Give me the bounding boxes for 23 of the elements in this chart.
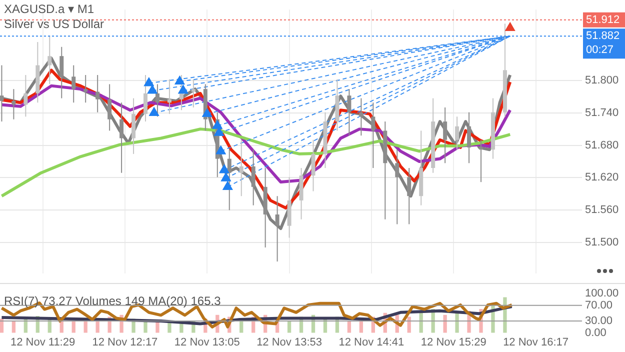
ref-line-label: 51.912 [586,14,620,26]
text: Silver vs US Dollar [4,17,104,32]
y-tick-label: 100.00 [585,288,619,300]
x-tick-label: 12 Nov 12:17 [92,336,158,348]
x-tick-label: 12 Nov 13:05 [174,336,240,348]
x-tick-label: 12 Nov 13:53 [256,336,322,348]
y-tick-label: 51.620 [585,172,619,184]
x-tick-label: 12 Nov 15:29 [420,336,486,348]
y-tick-label: 30.00 [585,315,613,328]
chart-title: RSI(7) 73.27 Volumes 149 MA(20) 165.3 [4,294,221,309]
x-tick-label: 12 Nov 14:41 [338,336,404,348]
y-tick-label: 70.00 [585,299,613,312]
chart-title: XAGUSD.a ▾ M1 [4,2,96,17]
x-tick-label: 12 Nov 16:17 [503,336,568,348]
y-tick-label: 0.00 [585,326,606,339]
y-tick-label: 51.800 [585,74,619,86]
y-tick-label: 51.560 [585,204,619,216]
text: 00:27 [586,44,614,56]
y-tick-label: 51.680 [585,139,619,152]
x-tick-label: 12 Nov 11:29 [10,336,76,348]
y-tick-label: 51.500 [585,236,619,249]
ref-line-label: 51.882 [586,30,620,42]
y-tick-label: 51.740 [585,106,619,119]
